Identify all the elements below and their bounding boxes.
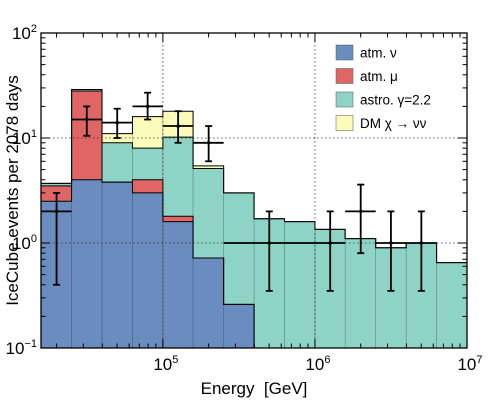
data-point-marker-9 (389, 241, 393, 245)
legend-label-0: atm. ν (360, 46, 397, 61)
bar-series-2-bin-13 (436, 262, 467, 348)
bar-series-0-bin-2 (102, 182, 133, 348)
y-tick-label-2: 101 (12, 128, 37, 148)
x-tick-label-0: 105 (153, 354, 178, 374)
legend-swatch-1 (335, 68, 354, 84)
bar-series-3-bin-3 (132, 116, 163, 149)
legend-swatch-3 (335, 115, 354, 131)
bar-series-2-bin-4 (162, 137, 194, 217)
y-axis-label: IceCube events per 2078 days (3, 75, 22, 306)
stacked-bars (41, 88, 467, 348)
tick-labels: 105 106 107 10−1 100 101 102 (6, 23, 483, 374)
bar-series-0-bin-6 (223, 304, 255, 348)
bar-series-2-bin-8 (284, 221, 315, 348)
legend: atm. ν atm. μ astro. γ=2.2 DM χ → νν (335, 44, 431, 131)
axis-ticks (41, 33, 468, 349)
bar-series-2-bin-10 (345, 238, 376, 348)
bar-series-1-bin-3 (132, 179, 163, 193)
legend-label-2: astro. γ=2.2 (360, 93, 431, 108)
data-point-marker-2 (115, 120, 120, 125)
bar-series-0-bin-1 (71, 179, 103, 348)
y-tick-label-3: 102 (12, 23, 37, 43)
bar-series-2-bin-2 (102, 142, 133, 183)
bar-series-0-bin-4 (162, 221, 194, 348)
data-point-marker-7 (328, 241, 332, 245)
data-point-marker-10 (419, 241, 424, 245)
bar-series-2-bin-6 (223, 192, 255, 305)
x-tick-label-2: 107 (457, 354, 482, 374)
data-point-marker-4 (176, 124, 180, 128)
bar-series-0-bin-3 (132, 192, 163, 348)
data-point-marker-1 (84, 117, 89, 122)
bar-series-2-bin-0 (41, 183, 72, 186)
bar-series-2-bin-1 (71, 89, 103, 92)
legend-label-1: atm. μ (360, 69, 398, 84)
x-axis-label: Energy [GeV] (201, 379, 308, 398)
data-point-marker-6 (267, 241, 272, 245)
data-point-marker-5 (206, 141, 211, 145)
y-tick-label-1: 100 (12, 233, 37, 253)
legend-label-3: DM χ → νν (360, 116, 427, 131)
data-points (41, 91, 437, 292)
bar-series-2-bin-5 (193, 168, 224, 258)
x-tick-label-1: 106 (305, 354, 330, 374)
bar-series-3-bin-5 (193, 165, 224, 169)
legend-swatch-0 (335, 44, 354, 61)
data-point-marker-8 (358, 209, 363, 214)
bar-series-0-bin-5 (193, 257, 224, 348)
bar-series-1-bin-4 (162, 216, 194, 222)
bar-series-2-bin-3 (132, 148, 163, 180)
data-point-marker-0 (54, 209, 59, 214)
legend-swatch-2 (335, 91, 354, 108)
data-point-marker-3 (145, 104, 150, 109)
y-tick-label-0: 10−1 (6, 338, 37, 358)
